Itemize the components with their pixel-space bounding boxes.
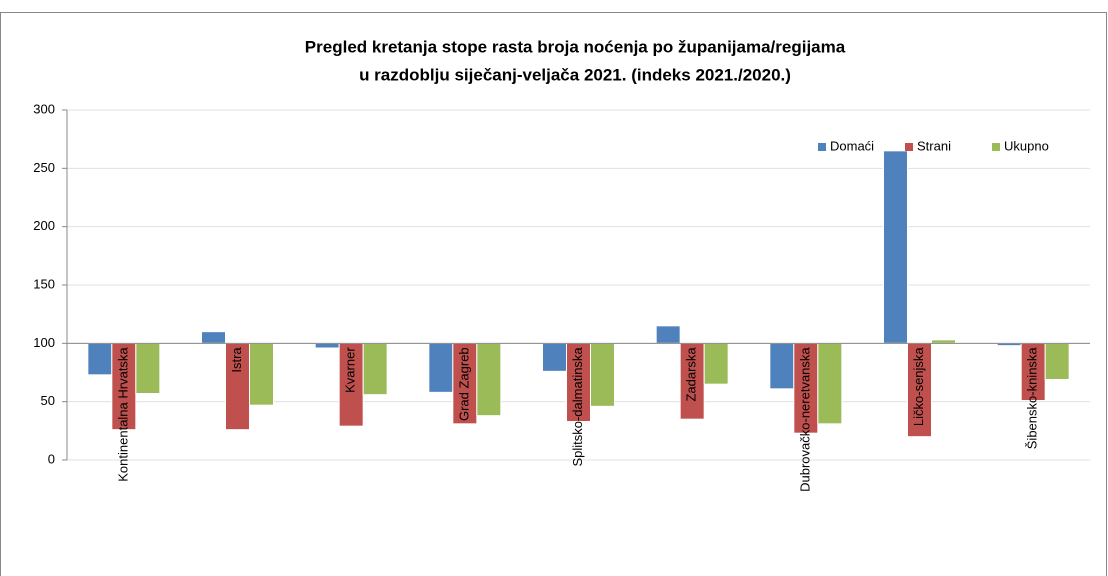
- bar: [679, 342, 705, 420]
- legend-label: Strani: [917, 138, 951, 153]
- y-tick-label: 150: [33, 276, 55, 291]
- x-tick-label: Grad Zagreb: [456, 347, 471, 421]
- legend-swatch: [818, 143, 826, 151]
- bar: [314, 342, 340, 349]
- bar: [135, 342, 161, 395]
- chart-frame: [0, 12, 1107, 576]
- legend-label: Domaći: [830, 138, 874, 153]
- bar: [428, 342, 454, 393]
- x-tick-label: Kontinentalna Hrvatska: [115, 347, 130, 482]
- bar: [111, 342, 137, 431]
- bar: [883, 150, 908, 344]
- legend-label: Ukupno: [1004, 138, 1049, 153]
- bar: [817, 342, 843, 425]
- bar: [769, 342, 795, 390]
- bar: [476, 342, 502, 417]
- y-tick-label: 0: [48, 451, 55, 466]
- x-tick-label: Šibensko-kninska: [1025, 347, 1040, 450]
- x-tick-label: Istra: [229, 347, 244, 373]
- legend-swatch: [905, 143, 913, 151]
- bar: [907, 342, 932, 438]
- x-tick-label: Splitsko-dalmatinska: [570, 347, 585, 467]
- bar: [362, 342, 388, 396]
- legend-swatch: [992, 143, 1000, 151]
- x-tick-label: Kvarner: [343, 347, 358, 393]
- bar: [931, 339, 956, 344]
- bar: [655, 325, 681, 344]
- bar: [249, 342, 274, 406]
- x-tick-label: Ličko-senjska: [911, 347, 926, 427]
- chart-title: Pregled kretanja stope rasta broja noćen…: [305, 37, 846, 56]
- bar: [87, 342, 113, 376]
- bar: [542, 342, 567, 372]
- chart-title: u razdoblju siječanj-veljača 2021. (inde…: [359, 65, 791, 84]
- bar: [590, 342, 615, 407]
- bar: [703, 342, 729, 385]
- y-tick-label: 50: [41, 393, 55, 408]
- x-tick-label: Zadarska: [684, 347, 699, 402]
- y-tick-label: 300: [33, 101, 55, 116]
- y-tick-label: 100: [33, 335, 55, 350]
- bar: [566, 342, 591, 423]
- x-tick-label: Dubrovačko-neretvanska: [797, 347, 812, 492]
- y-tick-label: 250: [33, 160, 55, 175]
- bar: [338, 342, 364, 427]
- y-tick-label: 200: [33, 218, 55, 233]
- bar: [201, 331, 226, 344]
- bar: [1044, 342, 1070, 381]
- bar: [1020, 342, 1046, 402]
- bar: [452, 342, 478, 425]
